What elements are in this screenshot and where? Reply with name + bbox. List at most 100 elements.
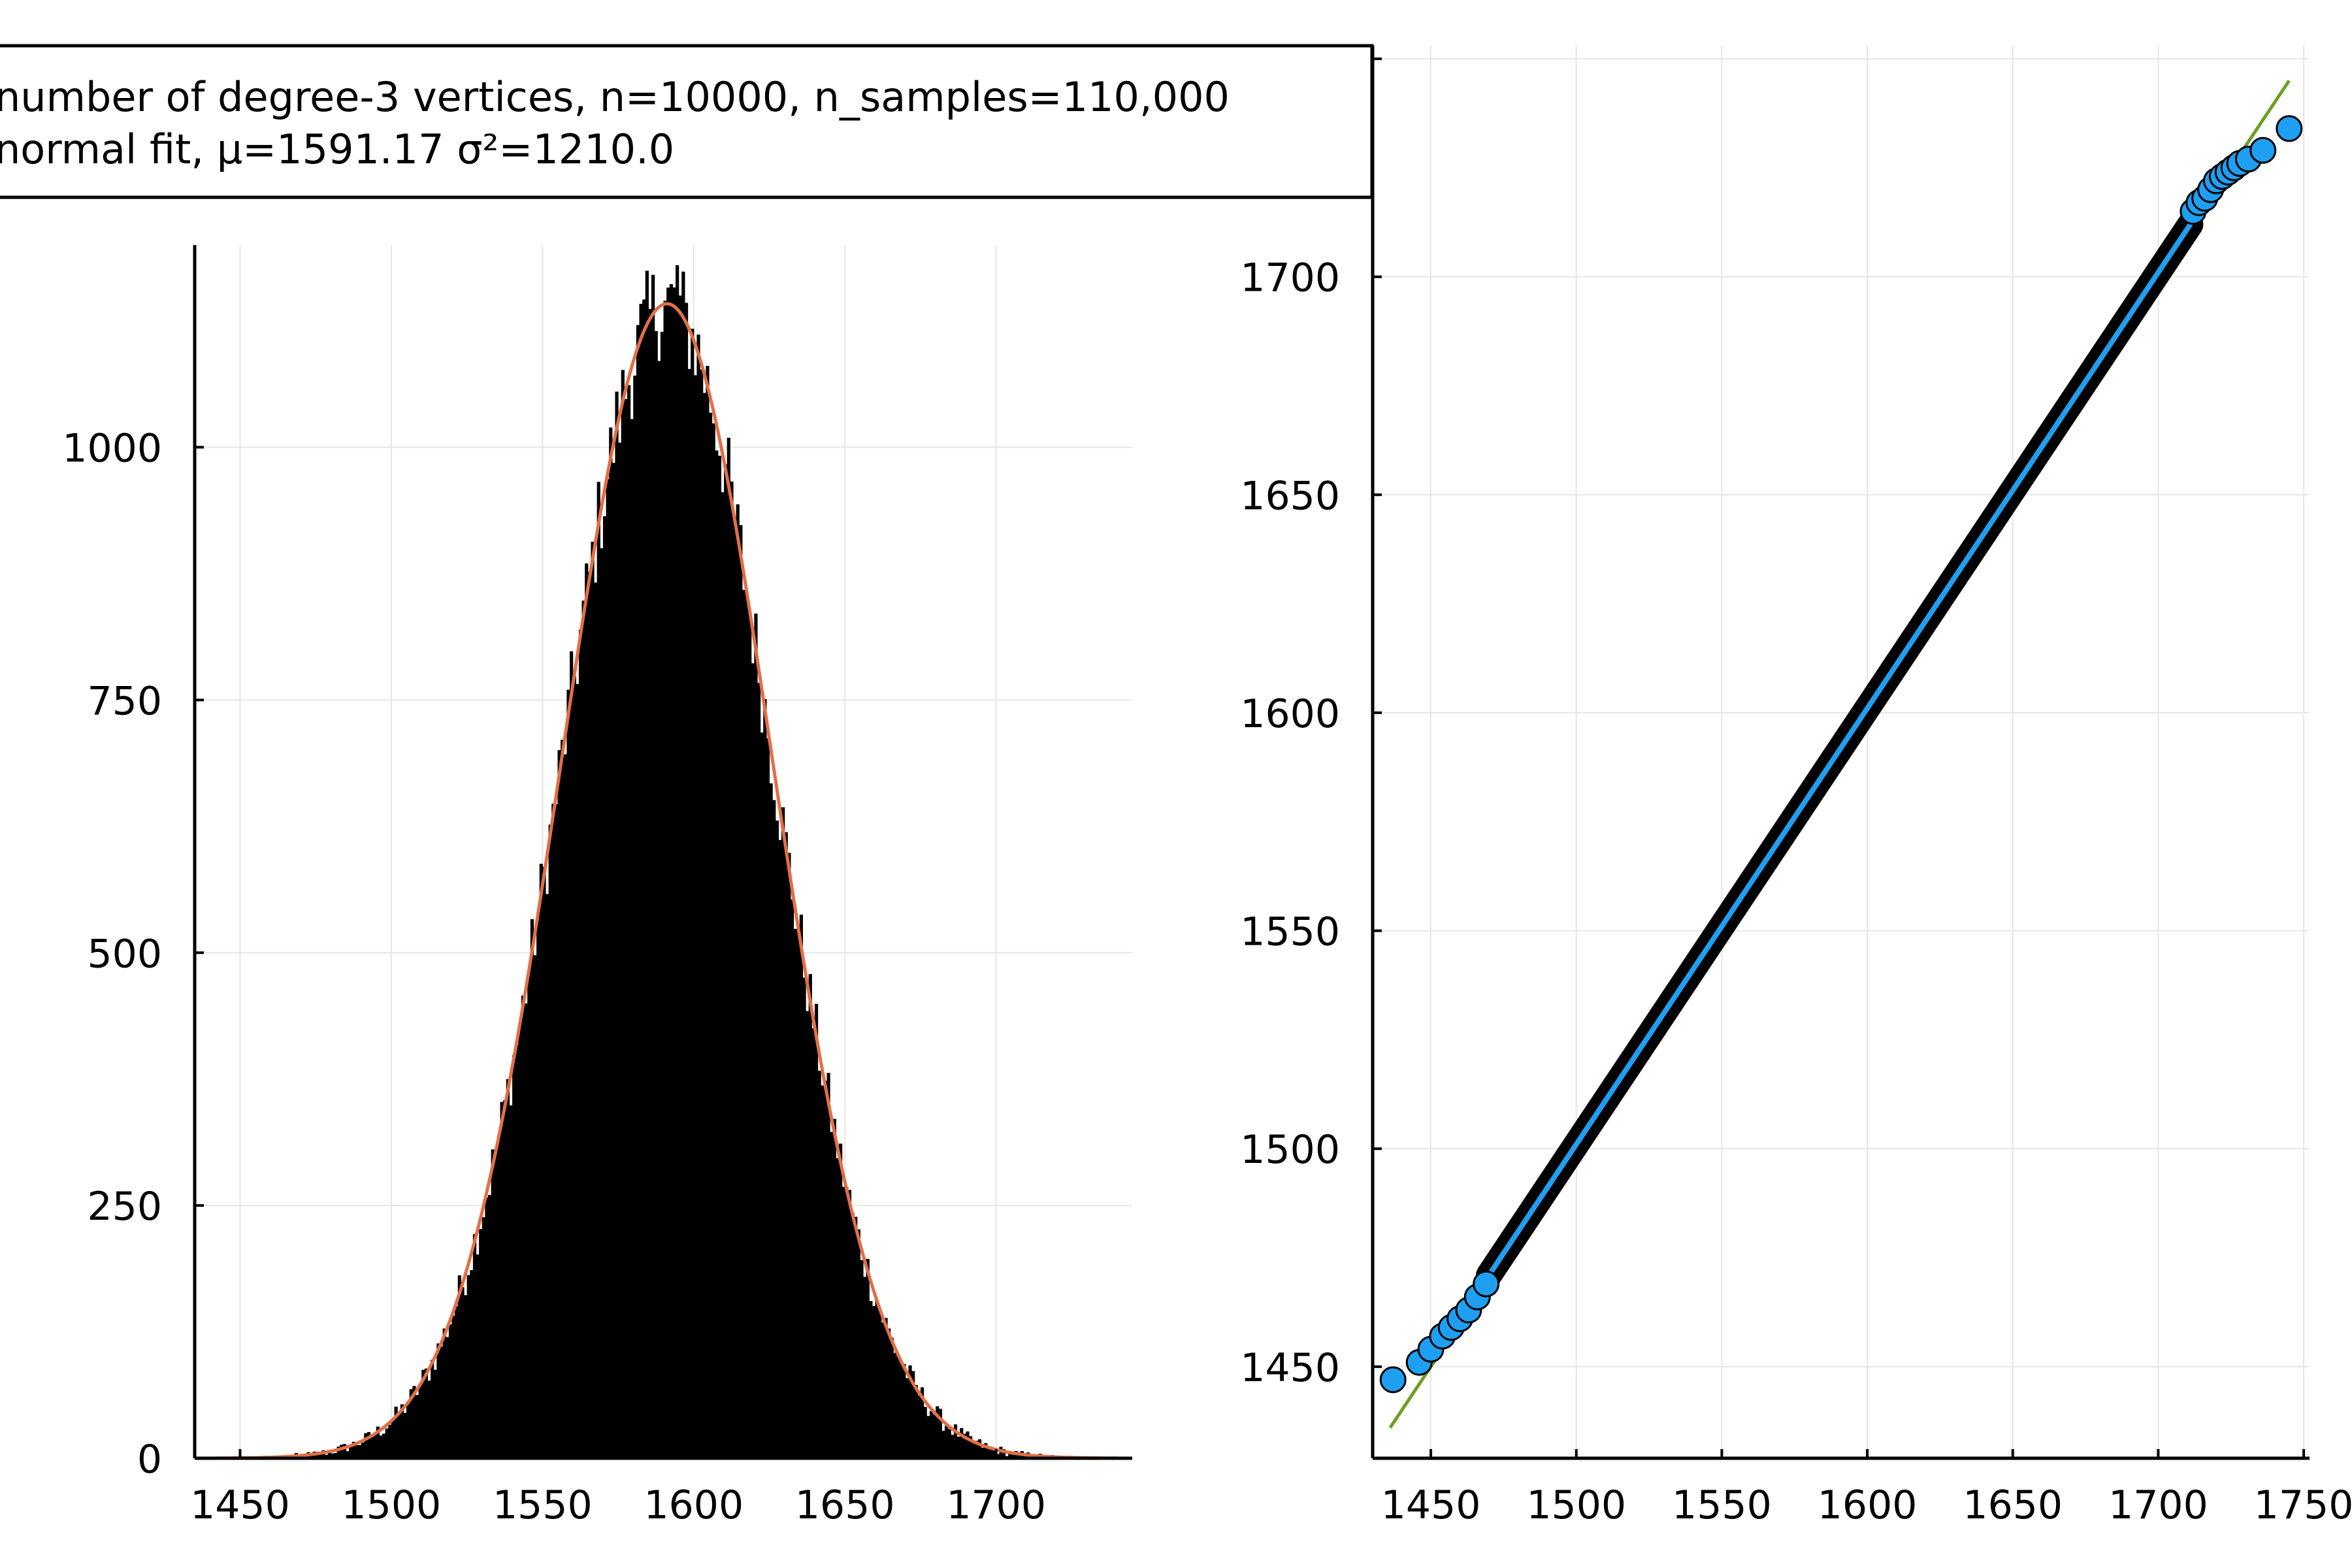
histogram-bar [981,1447,985,1458]
histogram-bar [975,1441,979,1458]
histogram-bar [576,683,580,1458]
histogram-bar [953,1424,958,1458]
histogram-bar [609,427,613,1458]
histogram-bar [431,1360,434,1458]
histogram-bar [736,504,740,1458]
qq-x-tick-label: 1700 [2108,1482,2208,1528]
histogram-y-tick-label: 500 [87,931,162,977]
histogram-bar [956,1436,960,1458]
histogram-bar [945,1426,949,1458]
histogram-bar [781,807,785,1458]
histogram-bar [757,683,761,1458]
histogram-bar [721,492,725,1458]
histogram-bar [585,563,589,1458]
histogram-bar [938,1409,942,1458]
histogram-y-tick-label: 250 [87,1184,162,1230]
histogram-bar [796,928,800,1458]
normal-fit-curve [216,302,1117,1460]
histogram-bar [896,1356,900,1458]
histogram-bar [821,1085,825,1458]
histogram-bar [772,800,776,1458]
histogram-bar [993,1448,997,1458]
histogram-bar [518,1023,522,1458]
qq-point [2276,115,2303,142]
histogram-bar [857,1229,860,1458]
histogram-bar [1011,1454,1015,1458]
histogram-bar [512,1054,516,1458]
histogram-bar [648,308,652,1458]
histogram-bar [887,1328,891,1458]
histogram-x-tick-label: 1650 [795,1482,895,1528]
histogram-bar [600,548,604,1458]
histogram-bar [687,368,691,1458]
histogram-bar [506,1079,510,1458]
histogram-bar [612,463,616,1459]
histogram-bar [691,329,694,1459]
histogram-bar [521,995,525,1458]
histogram-bar [872,1306,876,1458]
histogram-bar [424,1368,429,1458]
histogram-bar [554,804,559,1458]
histogram-bar [742,589,746,1458]
histogram-bar [830,1132,834,1458]
histogram-bar [357,1445,362,1458]
histogram-bar [905,1378,909,1458]
histogram-bar [591,542,595,1459]
histogram-bar [923,1407,927,1458]
histogram-bar [509,1105,513,1458]
histogram-bar [463,1295,468,1458]
histogram-bar [594,582,598,1458]
histogram-bar [596,482,600,1458]
histogram-x-tick-label: 1450 [190,1482,290,1528]
qq-y-tick-label: 1500 [1240,1127,1340,1173]
histogram-bar [602,516,607,1458]
histogram-bar [485,1197,489,1458]
histogram-bar [451,1315,455,1458]
legend-box [0,44,1374,199]
histogram-bar [669,284,673,1458]
histogram-bar [881,1322,885,1458]
histogram-bar [530,919,534,1458]
histogram-bar [548,825,552,1458]
histogram-bar [708,412,713,1458]
histogram-bar [920,1387,924,1458]
histogram-bar [1023,1454,1027,1458]
qq-x-tick-label: 1500 [1526,1482,1626,1528]
histogram-bar [769,783,773,1458]
histogram-bar [572,676,576,1458]
histogram-bar [618,442,622,1459]
histogram-bar [751,663,755,1459]
histogram-bar [457,1275,461,1458]
histogram-bar [823,1081,828,1458]
histogram-bar [984,1443,988,1458]
histogram-bar [717,455,722,1458]
histogram-bar [790,899,794,1458]
histogram-bar [766,738,770,1458]
histogram-bar [860,1260,864,1458]
histogram-bar [409,1389,413,1458]
histogram-bar [748,612,752,1458]
qq-x-tick-label: 1650 [1963,1482,2063,1528]
histogram-bar [539,864,543,1458]
histogram-bar [403,1413,407,1458]
histogram-bar [775,820,779,1458]
histogram-bar [397,1414,401,1458]
histogram-bar [929,1411,934,1458]
histogram-bar [990,1446,994,1458]
histogram-bar [890,1337,894,1458]
histogram-bar [711,423,715,1459]
histogram-bar [370,1437,374,1458]
histogram-bar [787,853,791,1458]
histogram-bar [763,698,767,1458]
histogram-bar [361,1442,365,1458]
histogram-bar [832,1119,836,1458]
histogram-y-tick-label: 0 [137,1437,162,1482]
histogram-y-tick-label: 750 [87,678,162,724]
histogram-bar [476,1254,480,1458]
histogram-bar [663,301,667,1458]
histogram-bar [472,1233,477,1458]
histogram-bar [421,1369,425,1458]
histogram-bar [325,1454,329,1458]
histogram-bar [412,1386,416,1458]
